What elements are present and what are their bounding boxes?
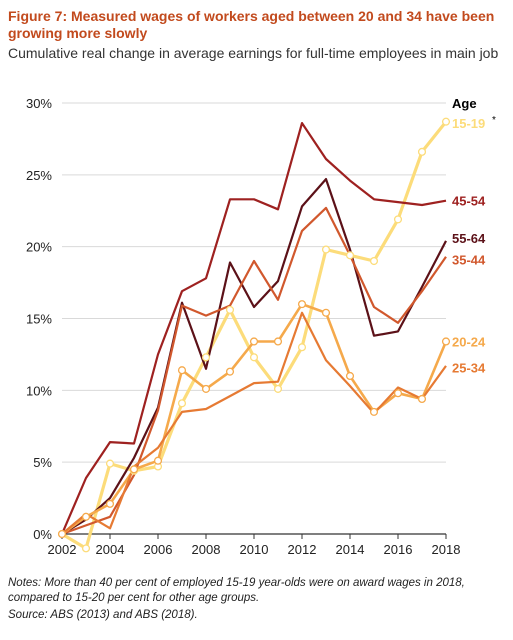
data-point-20-24 — [201, 384, 211, 393]
figure-subtitle: Cumulative real change in average earnin… — [8, 45, 499, 61]
data-point-15-19 — [297, 343, 307, 352]
data-point-20-24 — [249, 337, 259, 346]
figure-notes: Notes: More than 40 per cent of employed… — [8, 577, 465, 604]
data-point-20-24 — [153, 456, 163, 465]
data-point-15-19 — [345, 251, 355, 260]
series-label-35-44: 35-44 — [452, 253, 486, 268]
data-point-20-24 — [105, 499, 115, 508]
x-tick-label: 2018 — [432, 542, 461, 557]
x-tick-label: 2014 — [336, 542, 365, 557]
data-point-15-19 — [225, 305, 235, 314]
series-label-55-64: 55-64 — [452, 231, 486, 246]
y-tick-label: 30% — [26, 96, 52, 111]
x-tick-label: 2008 — [192, 542, 221, 557]
series-label-asterisk: * — [492, 115, 496, 126]
series-label-15-19: 15-19 — [452, 116, 485, 131]
data-point-20-24 — [297, 300, 307, 309]
data-point-15-19 — [105, 459, 115, 468]
series-label-45-54: 45-54 — [452, 194, 486, 209]
data-point-20-24 — [345, 371, 355, 381]
series-line-45-54 — [60, 121, 447, 535]
data-point-15-19 — [369, 256, 379, 266]
data-point-15-19 — [273, 384, 283, 393]
y-tick-label: 20% — [26, 240, 52, 255]
data-point-20-24 — [57, 529, 67, 539]
y-tick-label: 0% — [33, 527, 52, 542]
data-point-20-24 — [393, 389, 403, 398]
data-point-20-24 — [129, 465, 139, 474]
series-label-25-34: 25-34 — [452, 360, 486, 375]
y-tick-label: 10% — [26, 383, 52, 398]
data-point-20-24 — [321, 308, 331, 317]
data-point-20-24 — [369, 407, 379, 416]
data-point-20-24 — [177, 366, 187, 375]
data-point-15-19 — [417, 147, 427, 156]
figure-source: Source: ABS (2013) and ABS (2018). — [8, 609, 198, 621]
x-tick-label: 2006 — [144, 542, 173, 557]
x-tick-label: 2010 — [240, 542, 269, 557]
legend-title: Age — [452, 96, 477, 111]
x-tick-label: 2004 — [96, 542, 125, 557]
data-point-15-19 — [441, 117, 451, 126]
series-line-15-19 — [61, 120, 448, 550]
x-tick-label: 2016 — [384, 542, 413, 557]
data-point-15-19 — [201, 353, 211, 362]
data-point-20-24 — [273, 337, 283, 346]
figure-title: Figure 7: Measured wages of workers aged… — [8, 8, 495, 41]
x-tick-label: 2002 — [48, 542, 77, 557]
series-label-20-24: 20-24 — [452, 334, 486, 349]
y-tick-label: 25% — [26, 168, 52, 183]
data-point-20-24 — [441, 337, 451, 346]
x-tick-label: 2012 — [288, 542, 317, 557]
data-point-15-19 — [177, 399, 187, 408]
data-point-20-24 — [417, 394, 427, 404]
y-tick-label: 5% — [33, 455, 52, 470]
data-point-20-24 — [81, 512, 91, 521]
series-line-35-44 — [61, 206, 447, 536]
line-chart: 0% 5% 10% 15% 20% 25% 30% 2002 2004 2006 2008 2010 2… — [26, 96, 496, 557]
data-point-20-24 — [225, 367, 235, 376]
data-point-15-19 — [393, 215, 403, 224]
data-point-15-19 — [321, 245, 331, 254]
series-line-55-64 — [61, 177, 447, 535]
data-point-15-19 — [81, 544, 91, 553]
y-tick-label: 15% — [26, 312, 52, 327]
series-line-25-34 — [61, 311, 447, 535]
data-point-15-19 — [249, 353, 259, 362]
